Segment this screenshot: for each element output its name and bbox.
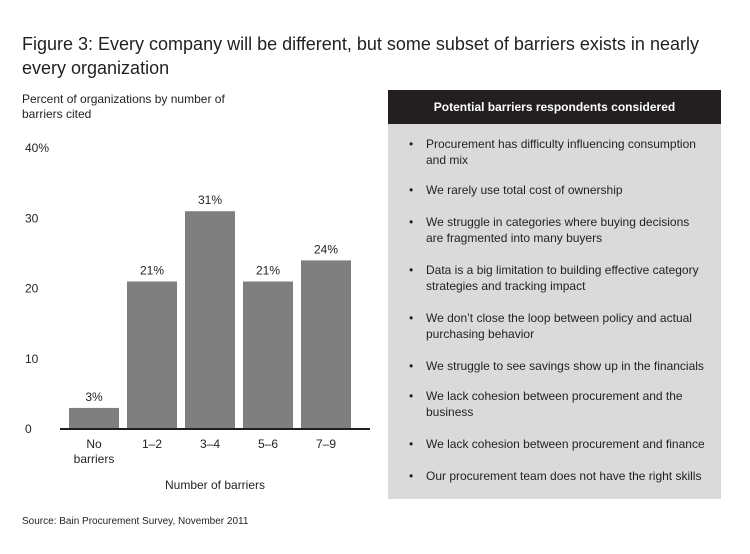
barrier-text: We struggle in categories where buying d… bbox=[426, 215, 690, 245]
y-tick-label: 10 bbox=[25, 352, 39, 366]
barrier-text: We lack cohesion between procurement and… bbox=[426, 437, 705, 451]
bar bbox=[301, 260, 351, 429]
x-tick-label: No bbox=[86, 437, 102, 451]
x-tick-label: 1–2 bbox=[142, 437, 162, 451]
barrier-text: Data is a big limitation to building eff… bbox=[426, 263, 699, 293]
bullet-icon: • bbox=[409, 311, 414, 325]
bullet-icon: • bbox=[409, 183, 414, 197]
bar bbox=[243, 281, 293, 429]
x-tick-label: 3–4 bbox=[200, 437, 220, 451]
panel-header: Potential barriers respondents considere… bbox=[388, 90, 721, 124]
x-tick-label: 7–9 bbox=[316, 437, 336, 451]
data-label: 3% bbox=[85, 390, 103, 404]
figure-title: Figure 3: Every company will be differen… bbox=[22, 34, 699, 78]
data-label: 24% bbox=[314, 242, 338, 256]
barrier-text: We lack cohesion between procurement and… bbox=[426, 389, 683, 419]
barrier-text: We rarely use total cost of ownership bbox=[426, 183, 623, 197]
x-axis-label: Number of barriers bbox=[164, 478, 266, 492]
bullet-icon: • bbox=[409, 215, 414, 229]
y-axis-label: Percent of organizations by number of ba… bbox=[22, 92, 225, 121]
y-tick-label: 40% bbox=[25, 141, 49, 155]
x-tick-label: 5–6 bbox=[258, 437, 278, 451]
bar bbox=[127, 281, 177, 429]
bar bbox=[185, 211, 235, 429]
barrier-text: We struggle to see savings show up in th… bbox=[426, 359, 704, 373]
x-tick-label: barriers bbox=[74, 452, 115, 466]
bar bbox=[69, 407, 119, 429]
barriers-panel: Potential barriers respondents considere… bbox=[388, 90, 721, 499]
y-tick-label: 20 bbox=[25, 282, 39, 296]
bullet-icon: • bbox=[409, 437, 414, 451]
y-tick-label: 0 bbox=[25, 422, 32, 436]
bullet-icon: • bbox=[409, 389, 414, 403]
source-note: Source: Bain Procurement Survey, Novembe… bbox=[22, 516, 249, 527]
y-tick-label: 30 bbox=[25, 211, 39, 225]
barrier-text: Procurement has difficulty influencing c… bbox=[426, 137, 696, 167]
bullet-icon: • bbox=[409, 137, 414, 151]
data-label: 31% bbox=[198, 193, 222, 207]
bullet-icon: • bbox=[409, 469, 414, 483]
bullet-icon: • bbox=[409, 263, 414, 277]
bullet-icon: • bbox=[409, 359, 414, 373]
data-label: 21% bbox=[140, 263, 164, 277]
data-label: 21% bbox=[256, 263, 280, 277]
barrier-text: Our procurement team does not have the r… bbox=[426, 469, 702, 483]
barrier-text: We don’t close the loop between policy a… bbox=[426, 311, 692, 341]
